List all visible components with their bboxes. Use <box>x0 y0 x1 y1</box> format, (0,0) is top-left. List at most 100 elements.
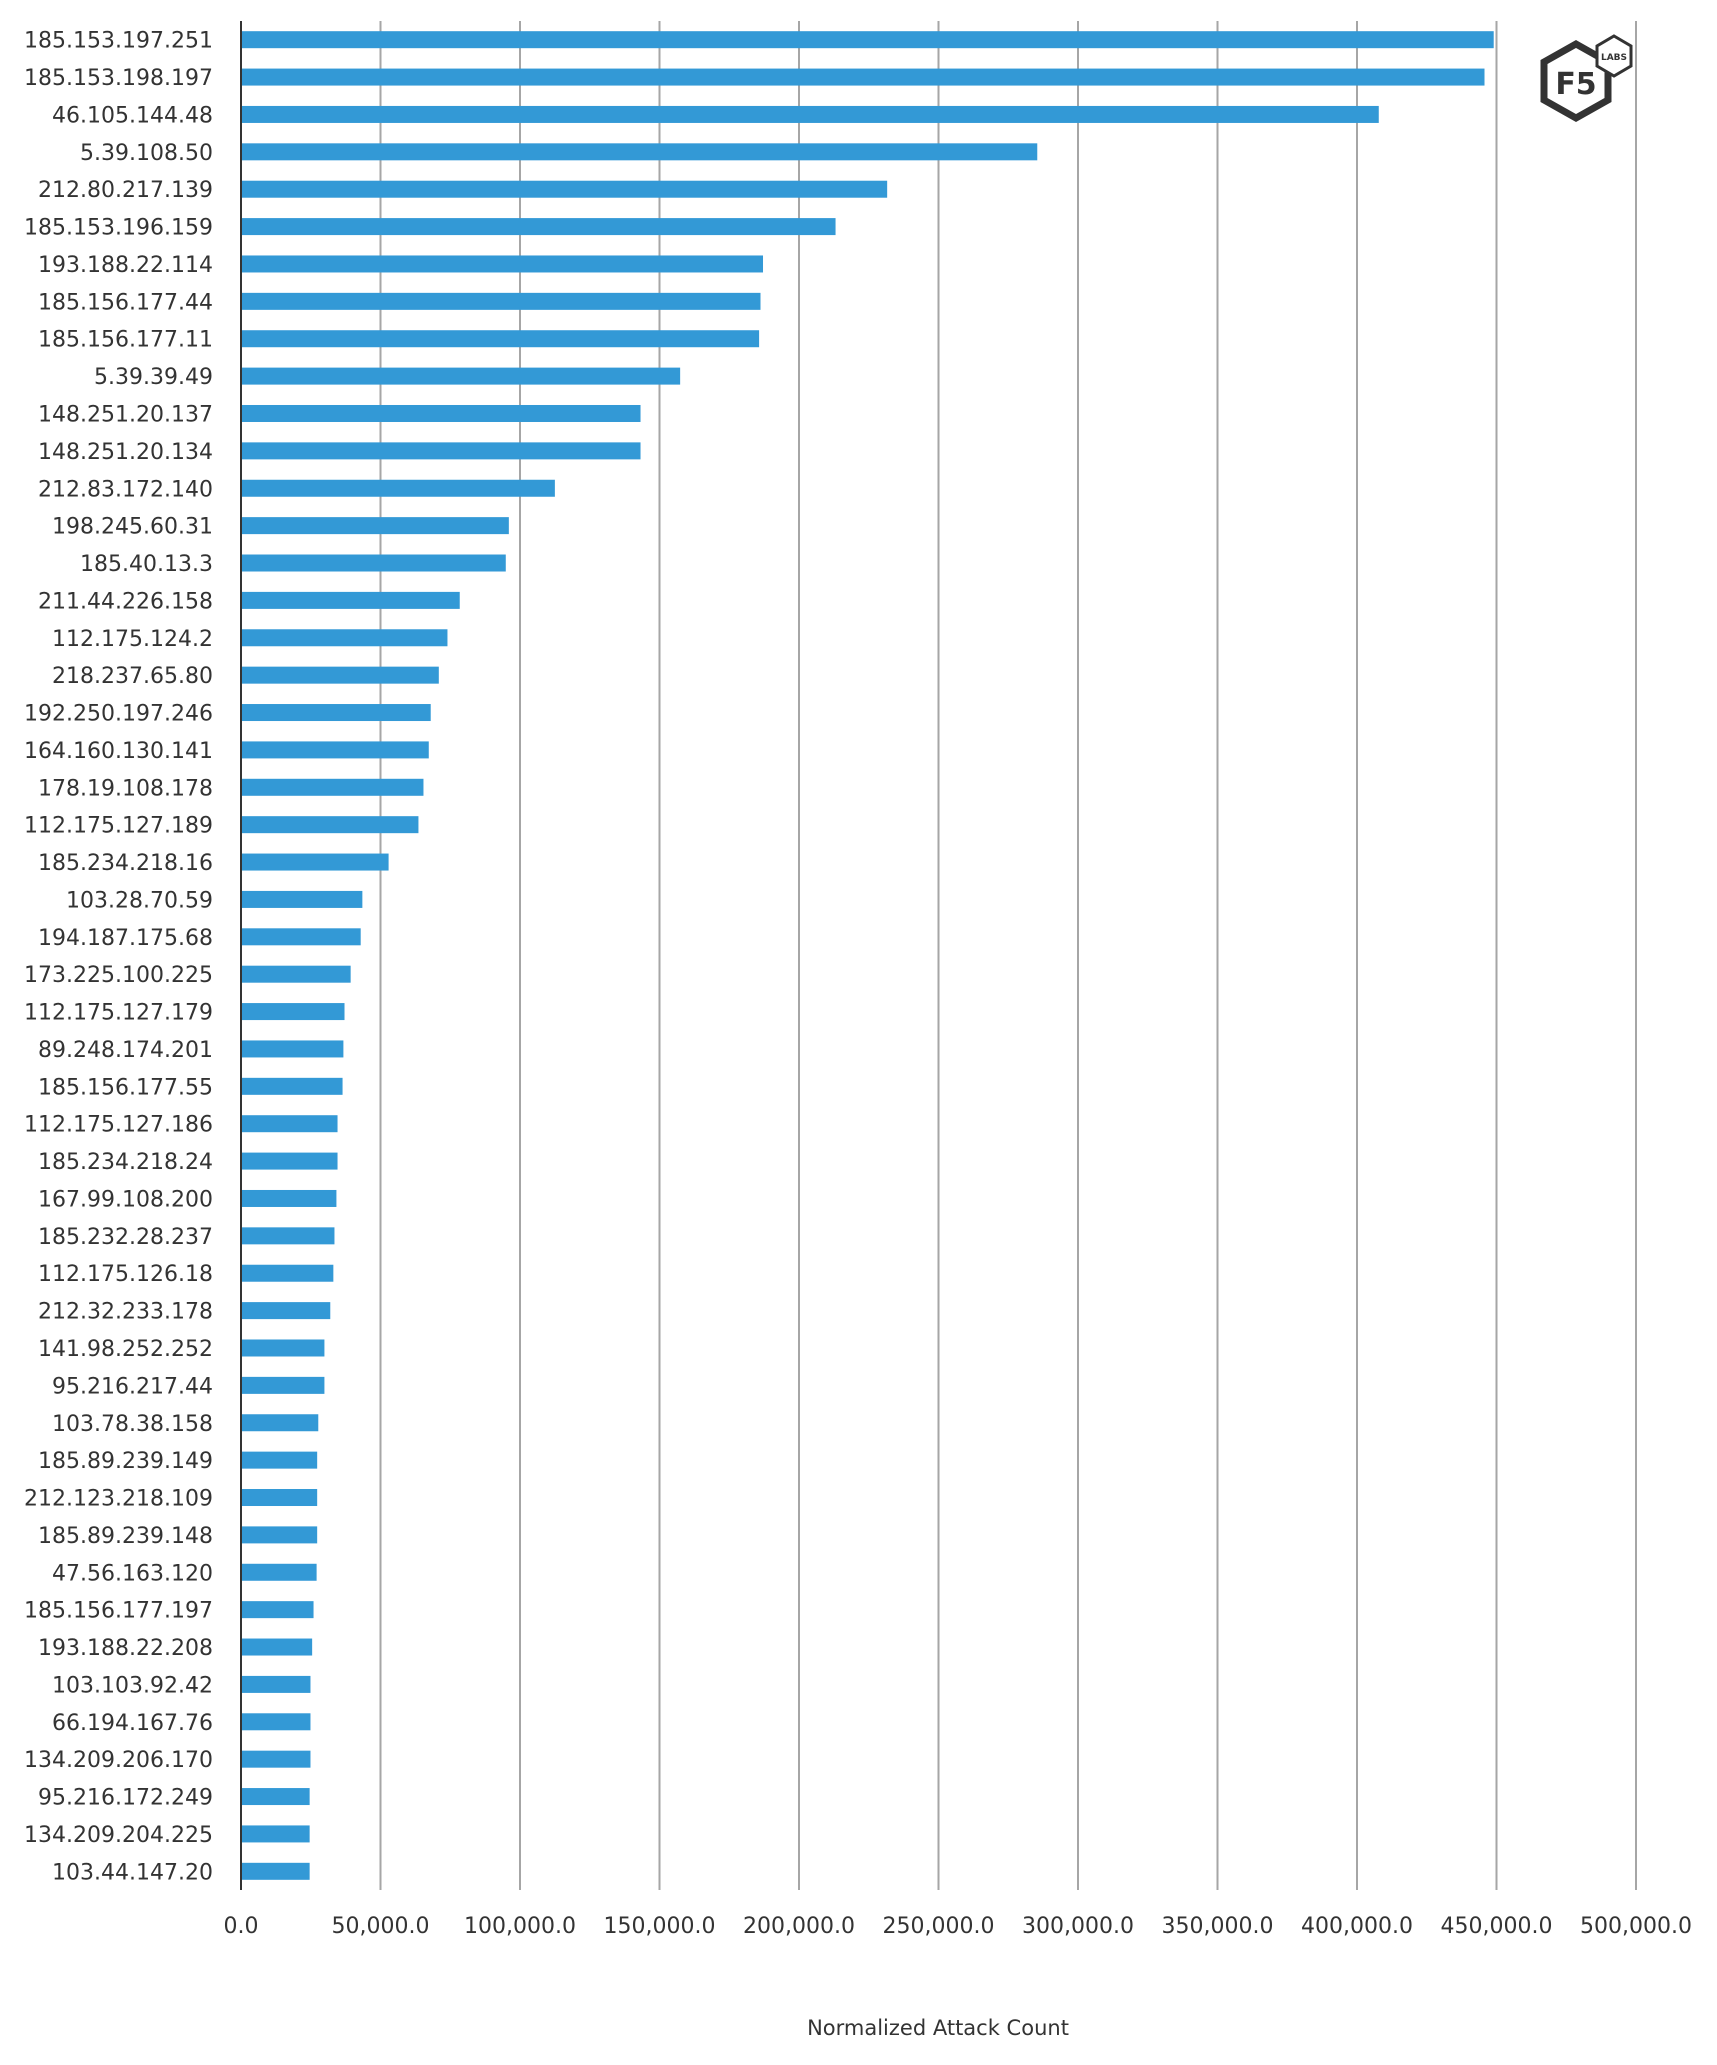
bar <box>241 629 448 647</box>
category-label: 185.156.177.197 <box>24 1599 213 1624</box>
category-label: 95.216.217.44 <box>52 1374 213 1399</box>
category-label: 193.188.22.114 <box>38 253 213 278</box>
x-tick-label: 50,000.0 <box>332 1914 430 1939</box>
bar <box>241 218 836 236</box>
category-label: 185.89.239.149 <box>38 1449 213 1474</box>
category-label: 103.78.38.158 <box>52 1412 213 1437</box>
bar <box>241 704 431 722</box>
bar <box>241 1227 335 1245</box>
bar <box>241 1376 325 1394</box>
category-label: 112.175.127.186 <box>24 1113 213 1138</box>
category-label: 193.188.22.208 <box>38 1636 213 1661</box>
category-label: 89.248.174.201 <box>38 1038 213 1063</box>
category-label: 148.251.20.137 <box>38 402 213 427</box>
bar <box>241 1563 317 1581</box>
category-label: 185.156.177.44 <box>38 290 213 315</box>
category-label: 198.245.60.31 <box>52 515 213 540</box>
category-label: 185.40.13.3 <box>80 552 213 577</box>
bar <box>241 1713 311 1731</box>
category-label: 5.39.108.50 <box>80 141 213 166</box>
x-tick-label: 0.0 <box>224 1914 259 1939</box>
bar <box>241 31 1494 49</box>
bar <box>241 330 760 348</box>
x-tick-label: 500,000.0 <box>1580 1914 1692 1939</box>
bar <box>241 741 429 759</box>
category-labels: 185.153.197.251 185.153.198.197 46.105.144… <box>24 29 213 1886</box>
bar <box>241 1339 325 1357</box>
bar <box>241 404 641 422</box>
x-tick-label: 250,000.0 <box>883 1914 995 1939</box>
bar <box>241 292 761 310</box>
bar <box>241 1638 313 1656</box>
category-label: 95.216.172.249 <box>38 1786 213 1811</box>
x-tick-labels: 0.0 50,000.0 100,000.0 150,000.0 200,000.0 25… <box>224 1914 1692 1939</box>
bar <box>241 1601 314 1619</box>
x-tick-label: 100,000.0 <box>464 1914 576 1939</box>
bar <box>241 1825 310 1843</box>
x-tick-label: 450,000.0 <box>1441 1914 1553 1939</box>
category-label: 192.250.197.246 <box>24 702 213 727</box>
bar <box>241 1788 310 1806</box>
bar <box>241 1077 343 1095</box>
bar <box>241 928 361 946</box>
bar <box>241 853 389 871</box>
bar <box>241 965 351 983</box>
category-label: 103.103.92.42 <box>52 1673 213 1698</box>
category-label: 134.209.206.170 <box>24 1748 213 1773</box>
category-label: 185.156.177.55 <box>38 1075 213 1100</box>
x-tick-label: 150,000.0 <box>604 1914 716 1939</box>
x-tick-label: 300,000.0 <box>1022 1914 1134 1939</box>
category-label: 218.237.65.80 <box>52 664 213 689</box>
category-label: 5.39.39.49 <box>94 365 213 390</box>
bar <box>241 554 506 572</box>
bar <box>241 778 424 796</box>
category-label: 103.28.70.59 <box>66 888 213 913</box>
x-tick-label: 350,000.0 <box>1162 1914 1274 1939</box>
category-label: 167.99.108.200 <box>38 1187 213 1212</box>
category-label: 173.225.100.225 <box>24 963 213 988</box>
bar <box>241 1862 310 1880</box>
category-label: 164.160.130.141 <box>24 739 213 764</box>
category-label: 112.175.127.189 <box>24 814 213 839</box>
bar <box>241 666 439 684</box>
bar <box>241 1526 318 1544</box>
category-label: 212.80.217.139 <box>38 178 213 203</box>
bar <box>241 517 509 535</box>
category-label: 103.44.147.20 <box>52 1860 213 1885</box>
category-label: 141.98.252.252 <box>38 1337 213 1362</box>
category-label: 66.194.167.76 <box>52 1711 213 1736</box>
x-tick-label: 400,000.0 <box>1301 1914 1413 1939</box>
bar <box>241 479 555 497</box>
category-label: 134.209.204.225 <box>24 1823 213 1848</box>
category-label: 148.251.20.134 <box>38 440 213 465</box>
bar <box>241 143 1038 161</box>
category-label: 112.175.127.179 <box>24 1001 213 1026</box>
bar <box>241 105 1379 123</box>
bar <box>241 1264 334 1282</box>
category-label: 112.175.126.18 <box>38 1262 213 1287</box>
x-tick-label: 200,000.0 <box>743 1914 855 1939</box>
bar <box>241 816 419 834</box>
category-label: 185.153.198.197 <box>24 66 213 91</box>
category-label: 185.89.239.148 <box>38 1524 213 1549</box>
category-label: 185.232.28.237 <box>38 1225 213 1250</box>
f5-labs-logo: F5 LABS <box>1540 34 1633 123</box>
bars <box>241 31 1494 1880</box>
bar <box>241 255 764 273</box>
bar <box>241 591 460 609</box>
bar <box>241 890 363 908</box>
bar <box>241 1115 338 1133</box>
bar <box>241 1750 311 1768</box>
category-label: 185.234.218.24 <box>38 1150 213 1175</box>
bar <box>241 1451 318 1469</box>
bar <box>241 1152 338 1170</box>
category-label: 194.187.175.68 <box>38 926 213 951</box>
bar <box>241 180 888 198</box>
bar <box>241 1003 345 1021</box>
category-label: 185.153.197.251 <box>24 29 213 54</box>
svg-text:F5: F5 <box>1555 67 1596 102</box>
category-label: 212.83.172.140 <box>38 477 213 502</box>
category-label: 112.175.124.2 <box>52 627 213 652</box>
category-label: 211.44.226.158 <box>38 589 213 614</box>
bar <box>241 442 641 460</box>
